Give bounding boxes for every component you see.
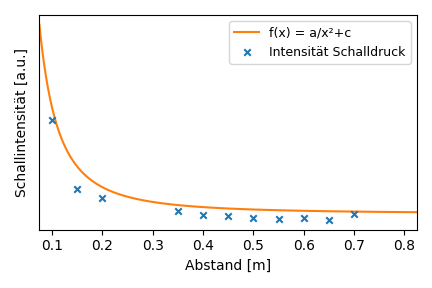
f(x) = a/x²+c [346, 210, 352, 213]
Legend: f(x) = a/x²+c, Intensität Schalldruck: f(x) = a/x²+c, Intensität Schalldruck [229, 21, 411, 63]
Intensität Schalldruck [225, 213, 232, 218]
Intensität Schalldruck [250, 216, 257, 220]
f(x) = a/x²+c [261, 208, 267, 212]
f(x) = a/x²+c [405, 211, 410, 214]
Intensität Schalldruck [74, 187, 81, 191]
f(x) = a/x²+c [216, 206, 221, 210]
f(x) = a/x²+c [241, 207, 246, 211]
X-axis label: Abstand [m]: Abstand [m] [185, 259, 271, 273]
Intensität Schalldruck [200, 213, 206, 218]
Intensität Schalldruck [99, 196, 106, 200]
Intensität Schalldruck [275, 217, 282, 221]
f(x) = a/x²+c [414, 211, 419, 214]
Intensität Schalldruck [175, 209, 181, 213]
f(x) = a/x²+c [37, 23, 42, 26]
f(x) = a/x²+c [219, 206, 224, 210]
Intensität Schalldruck [48, 118, 55, 122]
Intensität Schalldruck [325, 218, 332, 222]
Y-axis label: Schallintensität [a.u.]: Schallintensität [a.u.] [15, 48, 29, 197]
Line: f(x) = a/x²+c: f(x) = a/x²+c [39, 25, 417, 212]
Intensität Schalldruck [351, 211, 358, 216]
Intensität Schalldruck [300, 215, 307, 220]
